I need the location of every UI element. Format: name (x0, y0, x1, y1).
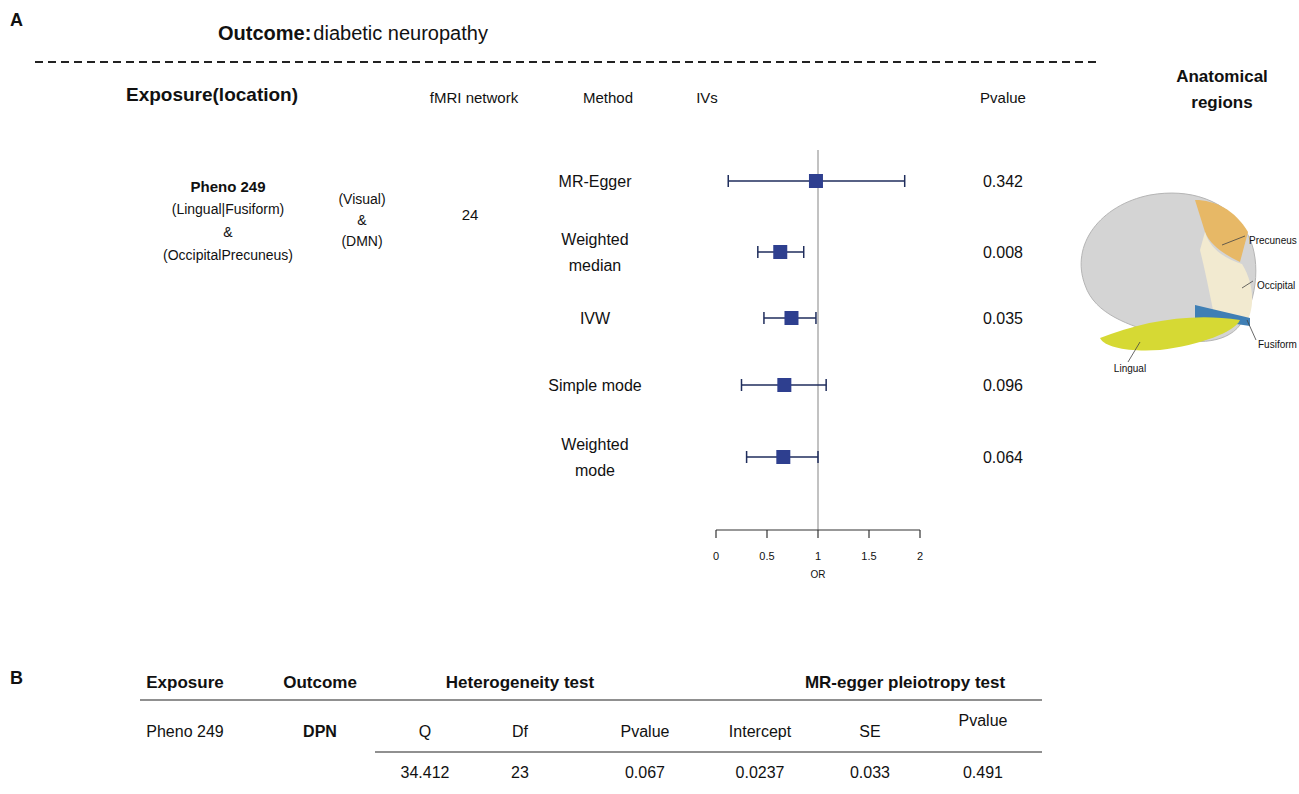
ci-cap (904, 175, 906, 187)
network: & (357, 212, 367, 228)
x-tick-label: 0.5 (759, 550, 774, 562)
leader (1128, 342, 1140, 362)
title-prefix: Outcome: (218, 22, 311, 44)
table-header: Heterogeneity test (446, 673, 595, 692)
ivs: 24 (462, 206, 479, 223)
exposure-location: (OccipitalPrecuneus) (163, 247, 293, 263)
region-label: Occipital (1257, 280, 1295, 291)
leader (1222, 236, 1245, 245)
panel-letter: B (10, 668, 23, 688)
exposure-location: & (223, 224, 233, 240)
table-header: Exposure (146, 673, 223, 692)
region-label: Precuneus (1249, 235, 1297, 246)
figure: A Outcome:diabetic neuropathy Exposure(loc… (0, 0, 1299, 794)
region-label: Fusiform (1258, 339, 1297, 350)
x-tick (868, 530, 869, 538)
table-subheader: Intercept (729, 723, 792, 740)
x-tick-label: 2 (917, 550, 923, 562)
marks (728, 174, 904, 464)
table-cell: 0.491 (963, 764, 1003, 781)
method-label: Weightedmedian (561, 231, 628, 274)
title: diabetic neuropathy (313, 22, 488, 44)
p-value: 0.342 (983, 173, 1023, 190)
network: (Visual) (338, 191, 385, 207)
table-cell: 0.067 (625, 764, 665, 781)
table-rule (140, 699, 1042, 700)
reference-line (817, 150, 818, 530)
table-cell: 0.033 (850, 764, 890, 781)
x-tick-label: 0 (713, 550, 719, 562)
method-label: Weightedmode (561, 436, 628, 479)
table-rule (375, 751, 1042, 752)
table-header: Outcome (283, 673, 357, 692)
region-label: Lingual (1114, 363, 1146, 374)
ci-cap (757, 246, 759, 258)
x-tick-label: 1.5 (861, 550, 876, 562)
ci-cap (825, 379, 827, 391)
column-header: IVs (696, 89, 718, 106)
network: (DMN) (341, 233, 382, 249)
method-label: Simple mode (548, 377, 641, 394)
table-header: MR-egger pleiotropy test (805, 673, 1006, 692)
table-cell: 0.0237 (736, 764, 785, 781)
point-estimate (773, 245, 787, 259)
separator (35, 61, 1100, 63)
point-estimate (776, 450, 790, 464)
x-tick (766, 530, 767, 538)
ci-cap (817, 451, 819, 463)
x-tick-label: 1 (815, 550, 821, 562)
p-value: 0.035 (983, 310, 1023, 327)
ci-cap (727, 175, 729, 187)
table-cell: Pheno 249 (146, 723, 224, 740)
column-header: fMRI network (430, 89, 519, 106)
x-tick (919, 530, 920, 538)
table-subheader: Df (512, 723, 529, 740)
region-lingual (1100, 317, 1240, 350)
table-cell: DPN (303, 723, 337, 740)
column-header: Exposure(location) (126, 84, 298, 105)
point-estimate (777, 378, 791, 392)
table-subheader: Q (419, 723, 431, 740)
x-tick (715, 530, 716, 538)
point-estimate (784, 311, 798, 325)
brain-illustration (1081, 193, 1256, 362)
ci-cap (746, 451, 748, 463)
ci-cap (763, 312, 765, 324)
exposure-location: (Lingual|Fusiform) (172, 201, 285, 217)
p-value: 0.008 (983, 244, 1023, 261)
p-value: 0.064 (983, 449, 1023, 466)
panel-letter: A (10, 10, 23, 30)
point-estimate (809, 174, 823, 188)
x-tick (817, 530, 818, 538)
table-cell: 34.412 (401, 764, 450, 781)
column-header: Anatomicalregions (1176, 67, 1268, 112)
table-subheader: Pvalue (959, 712, 1008, 729)
table-subheader: Pvalue (621, 723, 670, 740)
ci-cap (741, 379, 743, 391)
x-axis-title: OR (811, 569, 826, 580)
table-cell: 23 (511, 764, 529, 781)
ci-cap (803, 246, 805, 258)
column-header: Pvalue (980, 89, 1026, 106)
method-label: IVW (580, 310, 611, 327)
leader (1247, 320, 1256, 340)
method-label: MR-Egger (559, 173, 633, 190)
column-header: Method (583, 89, 633, 106)
leader (1242, 281, 1253, 288)
p-value: 0.096 (983, 377, 1023, 394)
ci-cap (815, 312, 817, 324)
table-subheader: SE (859, 723, 880, 740)
exposure-name: Pheno 249 (190, 178, 265, 195)
